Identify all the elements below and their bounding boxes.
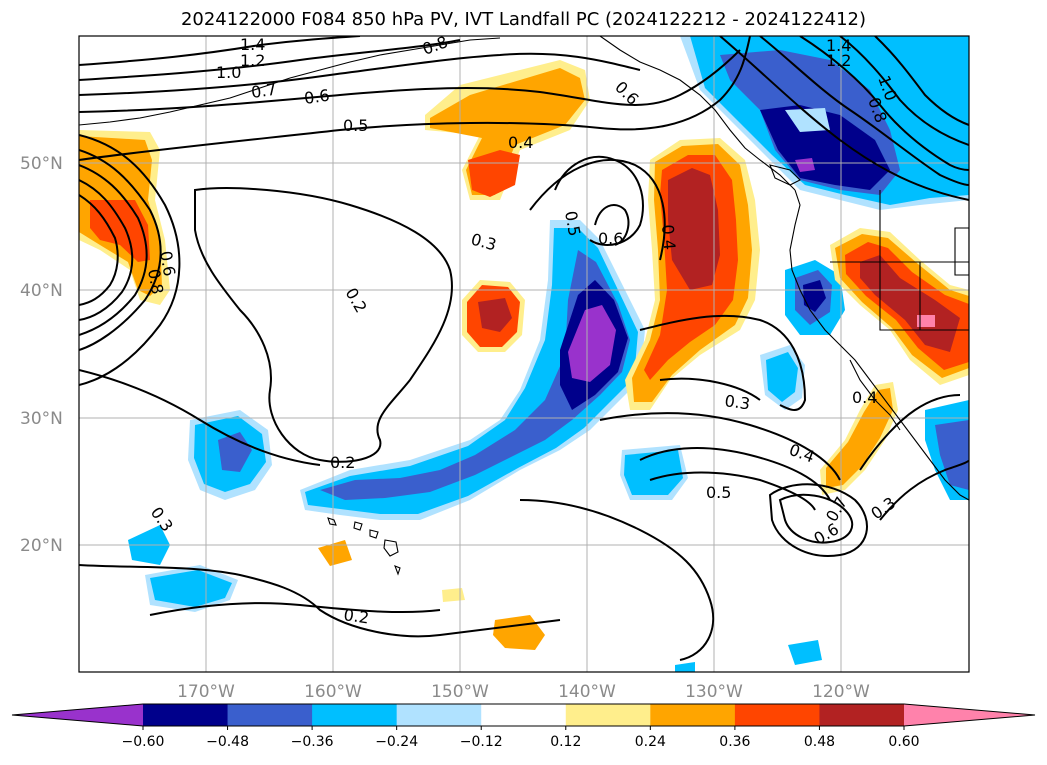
- contour-label: 1.4: [826, 36, 851, 55]
- colorbar-tick-label: 0.24: [635, 734, 666, 750]
- contour-label: 0.4: [852, 388, 877, 407]
- colorbar-tick-label: −0.24: [375, 734, 418, 750]
- pv-contours: [79, 36, 969, 661]
- pc-shading: [79, 36, 969, 672]
- lat-label: 50°N: [20, 154, 63, 174]
- map-title: 2024122000 F084 850 hPa PV, IVT Landfall…: [180, 9, 867, 30]
- colorbar-tick-label: −0.12: [460, 734, 503, 750]
- contour-label: 1.4: [240, 35, 265, 54]
- colorbar-tick-label: 0.60: [888, 734, 919, 750]
- contour-label: 1.2: [826, 51, 851, 70]
- colorbar-tick-label: −0.36: [291, 734, 334, 750]
- colorbar: −0.60 −0.48 −0.36 −0.24 −0.12 0.12 0.24 0.36 0.4…: [11, 703, 1036, 750]
- contour-label: 0.5: [706, 483, 731, 502]
- colorbar-extend-min: [12, 704, 143, 726]
- colorbar-segment: [481, 704, 567, 726]
- colorbar-segment: [819, 704, 905, 726]
- colorbar-tick-label: −0.60: [122, 734, 165, 750]
- gridlines: [79, 36, 969, 672]
- colorbar-segment: [312, 704, 398, 726]
- contour-label: 0.8: [144, 267, 167, 295]
- contour-label: 0.7: [250, 80, 278, 102]
- contour-label: 0.5: [561, 209, 584, 237]
- colorbar-segment: [143, 704, 229, 726]
- contour-label: 0.6: [303, 86, 331, 108]
- colorbar-segment: [396, 704, 482, 726]
- contour-label: 1.2: [240, 51, 265, 70]
- longitude-axis: 170°W 160°W 150°W 140°W 130°W 120°W: [177, 682, 870, 702]
- colorbar-tick-label: 0.48: [804, 734, 835, 750]
- contour-label: 0.4: [508, 133, 533, 152]
- colorbar-segment: [650, 704, 736, 726]
- lon-label: 170°W: [177, 682, 235, 702]
- contour-label: 0.3: [723, 391, 751, 413]
- contour-label: 1.0: [216, 63, 241, 82]
- colorbar-extend-max: [904, 704, 1035, 726]
- colorbar-tick-label: 0.12: [550, 734, 581, 750]
- map-border: [78, 35, 970, 673]
- contour-label: 0.6: [156, 249, 179, 277]
- colorbar-segment: [565, 704, 651, 726]
- lat-label: 20°N: [20, 536, 63, 556]
- contour-label: 0.2: [330, 453, 355, 472]
- colorbar-segment: [227, 704, 313, 726]
- lat-label: 40°N: [20, 281, 63, 301]
- colorbar-segment: [734, 704, 820, 726]
- lat-label: 30°N: [20, 409, 63, 429]
- lon-label: 140°W: [558, 682, 616, 702]
- colorbar-tick-label: −0.48: [206, 734, 249, 750]
- contour-label: 0.4: [658, 224, 679, 251]
- colorbar-tick-label: 0.36: [719, 734, 750, 750]
- lon-label: 160°W: [304, 682, 362, 702]
- lon-label: 120°W: [812, 682, 870, 702]
- contour-label: 0.2: [342, 605, 370, 627]
- lon-label: 150°W: [431, 682, 489, 702]
- latitude-axis: 50°N 40°N 30°N 20°N: [20, 154, 63, 556]
- lon-label: 130°W: [685, 682, 743, 702]
- coastlines: [79, 36, 969, 576]
- contour-label: 0.5: [343, 116, 368, 135]
- contour-label: 0.6: [598, 229, 623, 248]
